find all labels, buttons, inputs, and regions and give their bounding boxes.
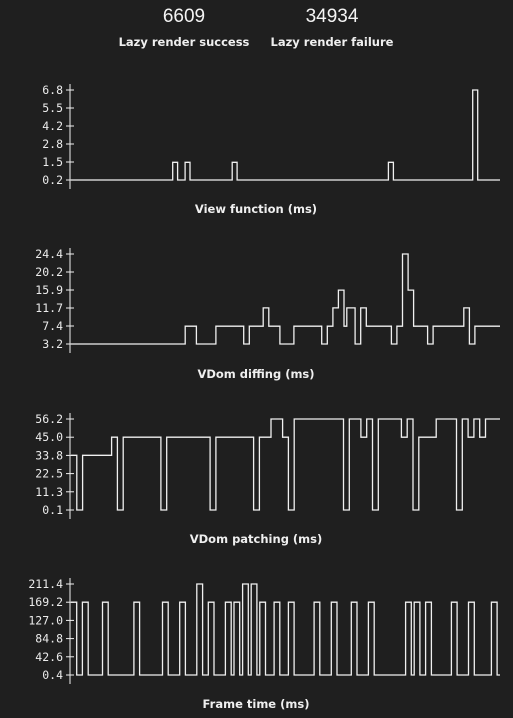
y-tick-label: 1.5 bbox=[42, 155, 63, 169]
chart-2: 24.4 20.2 15.9 11.7 7.4 3.2 VDom diffing (ms) bbox=[35, 247, 500, 381]
y-tick-label: 2.8 bbox=[42, 137, 63, 151]
y-tick-label: 56.2 bbox=[35, 412, 63, 426]
y-tick-label: 24.4 bbox=[35, 247, 63, 261]
chart-4: 211.4 169.2 127.0 84.8 42.6 0.4 Frame time (ms… bbox=[28, 577, 500, 711]
chart-1: 6.8 5.5 4.2 2.8 1.5 0.2 View function (ms) bbox=[42, 83, 500, 216]
lazy-render-success-count: 6609 bbox=[162, 6, 206, 27]
y-tick-label: 33.8 bbox=[35, 448, 63, 462]
y-tick-label: 0.1 bbox=[42, 503, 63, 517]
series-line bbox=[71, 89, 500, 181]
y-tick-label: 11.3 bbox=[35, 485, 63, 499]
y-tick-label: 15.9 bbox=[35, 283, 63, 297]
y-tick-label: 0.4 bbox=[42, 668, 63, 682]
y-tick-label: 169.2 bbox=[28, 595, 63, 609]
lazy-render-failure-label: Lazy render failure bbox=[270, 35, 394, 49]
chart-title: VDom patching (ms) bbox=[190, 532, 323, 546]
y-tick-label: 20.2 bbox=[35, 265, 63, 279]
lazy-render-success-stat: 6609 Lazy render success bbox=[118, 6, 250, 49]
y-tick-label: 7.4 bbox=[42, 319, 63, 333]
y-tick-label: 45.0 bbox=[35, 430, 63, 444]
chart-title: VDom diffing (ms) bbox=[197, 367, 314, 381]
series-line bbox=[71, 583, 500, 676]
lazy-render-failure-stat: 34934 Lazy render failure bbox=[266, 6, 398, 49]
y-tick-label: 42.6 bbox=[35, 650, 63, 664]
y-tick-label: 6.8 bbox=[42, 83, 63, 97]
chart-title: Frame time (ms) bbox=[203, 697, 310, 711]
y-tick-label: 84.8 bbox=[35, 632, 63, 646]
y-tick-label: 127.0 bbox=[28, 613, 63, 627]
lazy-render-failure-count: 34934 bbox=[305, 6, 359, 27]
series-line bbox=[71, 253, 500, 345]
y-tick-label: 211.4 bbox=[28, 577, 63, 591]
series-line bbox=[71, 418, 500, 511]
y-tick-label: 3.2 bbox=[42, 337, 63, 351]
chart-title: View function (ms) bbox=[195, 202, 317, 216]
y-tick-label: 5.5 bbox=[42, 101, 63, 115]
y-tick-label: 4.2 bbox=[42, 119, 63, 133]
chart-3: 56.2 45.0 33.8 22.5 11.3 0.1 VDom patching (ms… bbox=[35, 412, 500, 546]
y-tick-label: 22.5 bbox=[35, 467, 63, 481]
y-tick-label: 0.2 bbox=[42, 173, 63, 187]
lazy-render-success-label: Lazy render success bbox=[118, 35, 250, 49]
y-tick-label: 11.7 bbox=[35, 301, 63, 315]
